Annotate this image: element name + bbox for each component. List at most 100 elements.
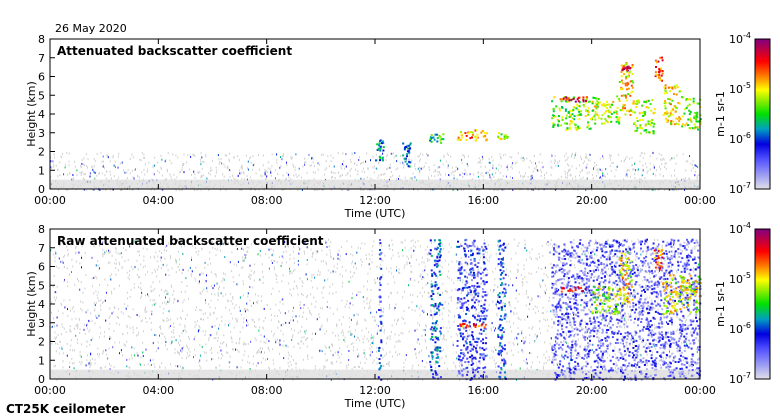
backscatter-cell [674,275,676,278]
backscatter-cell [84,252,86,254]
backscatter-cell [569,271,571,274]
backscatter-cell [134,169,136,171]
backscatter-cell [389,166,391,169]
backscatter-cell [174,178,176,181]
backscatter-cell [258,154,259,156]
backscatter-cell [238,274,240,277]
backscatter-cell [325,241,327,244]
backscatter-cell [288,310,290,313]
backscatter-cell [183,162,185,165]
backscatter-cell [647,120,650,123]
backscatter-cell [652,151,654,154]
backscatter-cell [421,261,423,264]
backscatter-cell [568,169,570,172]
backscatter-cell [69,299,71,302]
backscatter-cell [669,86,672,89]
backscatter-cell [199,359,201,362]
backscatter-cell [563,357,565,360]
backscatter-cell [530,178,532,181]
backscatter-cell [308,153,310,156]
backscatter-cell [330,271,332,274]
backscatter-cell [534,305,536,308]
backscatter-cell [697,288,699,291]
backscatter-cell [281,298,283,301]
backscatter-cell [599,176,601,179]
backscatter-cell [382,141,385,144]
backscatter-cell [534,333,536,336]
backscatter-cell [641,111,644,114]
backscatter-cell [142,178,144,181]
backscatter-cell [181,349,183,352]
backscatter-cell [500,157,502,160]
backscatter-cell [382,152,384,155]
backscatter-cell [628,316,630,319]
backscatter-cell [556,283,558,286]
backscatter-cell [157,169,159,172]
backscatter-cell [456,324,458,327]
backscatter-cell [232,175,234,178]
backscatter-cell [459,306,461,309]
backscatter-cell [97,260,99,263]
backscatter-cell [573,106,576,109]
backscatter-cell [460,292,462,295]
backscatter-cell [326,246,328,248]
backscatter-cell [215,171,217,174]
backscatter-cell [168,242,170,245]
backscatter-cell [675,107,678,110]
backscatter-cell [311,157,312,160]
backscatter-cell [480,256,482,259]
backscatter-cell [494,284,496,286]
backscatter-cell [536,165,537,168]
backscatter-cell [118,176,120,179]
backscatter-cell [502,304,504,307]
backscatter-cell [382,146,385,149]
backscatter-cell [128,366,130,369]
backscatter-cell [667,273,669,275]
backscatter-cell [674,110,677,113]
backscatter-cell [246,308,248,311]
backscatter-cell [217,337,219,339]
backscatter-cell [649,248,651,251]
backscatter-cell [138,176,140,179]
backscatter-cell [628,296,630,299]
backscatter-cell [279,366,281,369]
backscatter-cell [498,178,500,181]
backscatter-cell [576,103,579,106]
backscatter-cell [105,177,107,180]
backscatter-cell [415,353,417,356]
backscatter-cell [609,298,611,301]
backscatter-cell [603,112,606,115]
backscatter-cell [329,285,331,288]
backscatter-cell [690,285,692,288]
backscatter-cell [150,364,152,366]
backscatter-cell [500,133,503,136]
backscatter-cell [76,323,78,326]
backscatter-cell [391,152,393,155]
backscatter-cell [440,334,442,337]
backscatter-cell [83,173,85,176]
backscatter-cell [246,302,248,305]
backscatter-cell [550,262,552,265]
backscatter-cell [217,154,219,157]
backscatter-cell [653,345,655,348]
backscatter-cell [627,175,628,178]
backscatter-cell [615,286,617,288]
backscatter-cell [367,280,368,283]
backscatter-cell [272,287,274,290]
backscatter-cell [55,164,57,167]
backscatter-cell [369,354,371,357]
backscatter-cell [646,288,647,291]
backscatter-cell [485,138,488,141]
backscatter-cell [56,336,58,339]
backscatter-cell [132,156,134,159]
backscatter-cell [643,100,646,103]
backscatter-cell [402,154,405,157]
backscatter-cell [298,331,300,334]
backscatter-cell [107,261,109,264]
backscatter-cell [318,313,320,316]
backscatter-cell [180,239,182,242]
backscatter-cell [390,170,392,173]
backscatter-cell [374,188,376,191]
backscatter-cell [190,274,192,277]
backscatter-cell [376,323,378,326]
